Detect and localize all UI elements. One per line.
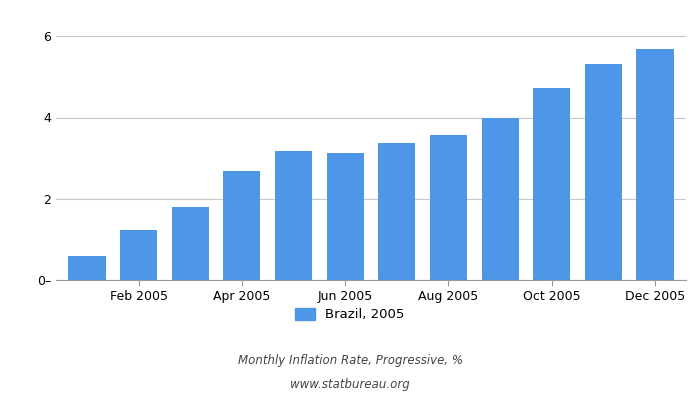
Bar: [378, 143, 415, 280]
Bar: [584, 64, 622, 280]
Text: Monthly Inflation Rate, Progressive, %: Monthly Inflation Rate, Progressive, %: [237, 354, 463, 367]
Bar: [636, 49, 673, 280]
Bar: [275, 151, 312, 280]
Legend: Brazil, 2005: Brazil, 2005: [295, 308, 405, 322]
Bar: [482, 118, 519, 280]
Bar: [327, 153, 364, 280]
Bar: [172, 207, 209, 280]
Bar: [69, 256, 106, 280]
Bar: [223, 171, 260, 280]
Bar: [430, 134, 467, 280]
Bar: [533, 88, 570, 280]
Bar: [120, 230, 158, 280]
Text: www.statbureau.org: www.statbureau.org: [290, 378, 410, 391]
